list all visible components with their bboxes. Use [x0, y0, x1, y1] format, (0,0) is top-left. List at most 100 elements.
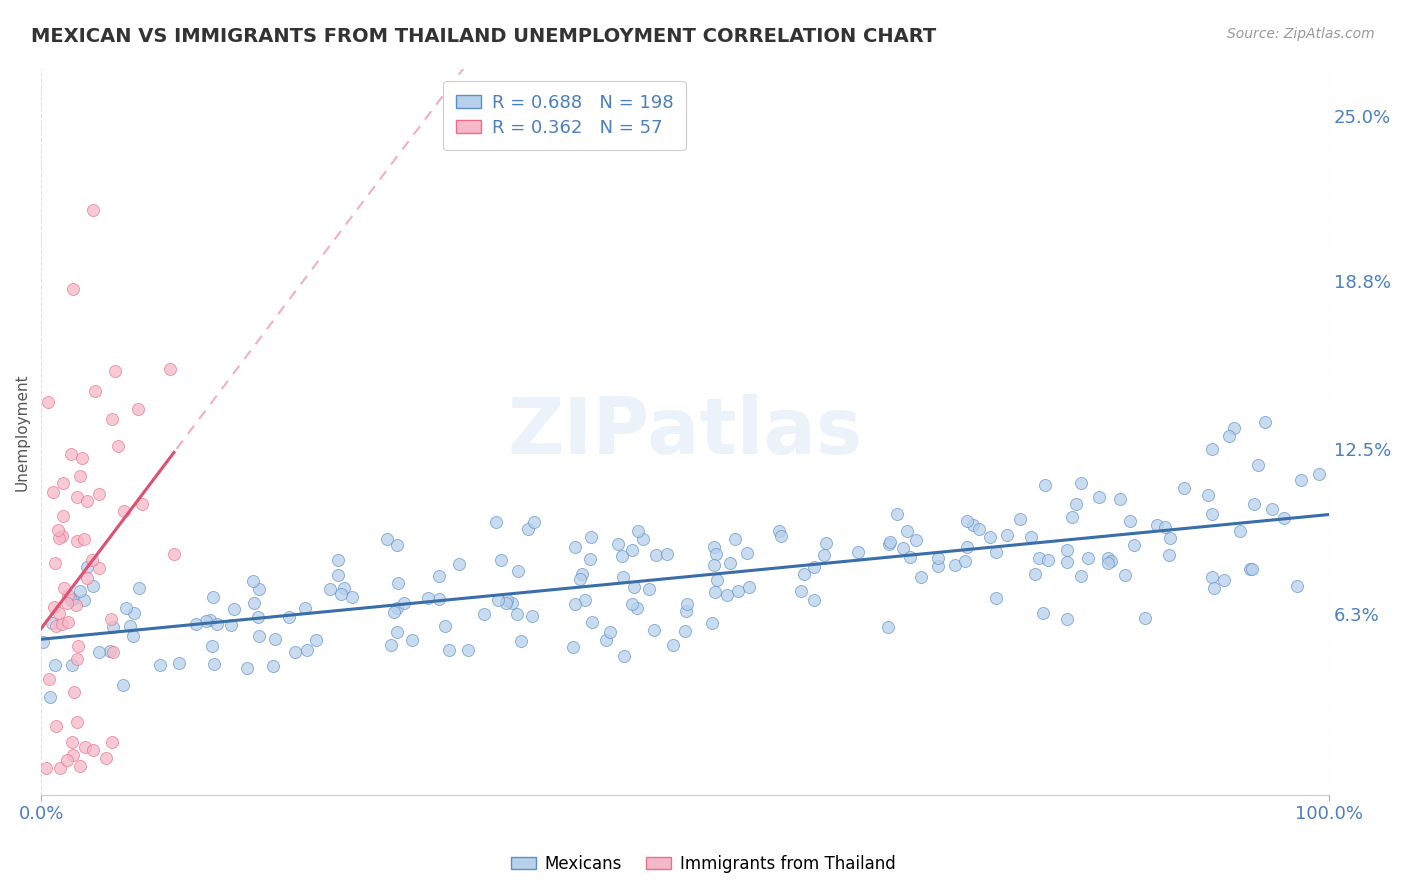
Point [1159, 531, 1181, 545]
Point [896, 524, 918, 538]
Point [1213, 573, 1236, 587]
Point [69, 468, 91, 483]
Point [101, 620, 124, 634]
Point [305, 632, 328, 647]
Point [1056, 542, 1078, 557]
Point [704, 547, 727, 561]
Point [65, 490, 87, 504]
Text: Source: ZipAtlas.com: Source: ZipAtlas.com [1227, 27, 1375, 41]
Point [107, 439, 129, 453]
Point [1308, 467, 1330, 481]
Point [655, 547, 678, 561]
Point [120, 618, 142, 632]
Point [626, 524, 648, 538]
Point [101, 735, 124, 749]
Point [1060, 510, 1083, 524]
Point [457, 643, 479, 657]
Point [768, 524, 790, 539]
Point [485, 515, 508, 529]
Point [76, 571, 98, 585]
Point [633, 532, 655, 546]
Point [37, 394, 59, 409]
Point [32, 634, 55, 648]
Point [249, 629, 271, 643]
Point [39, 690, 62, 705]
Point [703, 540, 725, 554]
Point [898, 550, 921, 565]
Point [904, 533, 927, 548]
Point [246, 610, 269, 624]
Point [447, 557, 470, 571]
Point [427, 569, 450, 583]
Point [1247, 458, 1270, 472]
Point [385, 538, 408, 552]
Point [66, 533, 89, 548]
Point [1173, 481, 1195, 495]
Point [416, 591, 439, 605]
Point [131, 497, 153, 511]
Point [56, 587, 79, 601]
Point [387, 600, 409, 615]
Point [962, 518, 984, 533]
Point [122, 629, 145, 643]
Point [489, 553, 512, 567]
Point [59, 447, 82, 461]
Point [55, 596, 77, 610]
Point [101, 412, 124, 426]
Point [506, 564, 529, 578]
Point [1038, 553, 1060, 567]
Point [638, 582, 661, 597]
Point [472, 607, 495, 622]
Point [704, 585, 727, 599]
Point [294, 601, 316, 615]
Point [44, 557, 66, 571]
Point [48, 606, 70, 620]
Point [1114, 568, 1136, 582]
Point [1035, 478, 1057, 492]
Point [115, 600, 138, 615]
Point [392, 596, 415, 610]
Point [673, 624, 696, 638]
Point [401, 633, 423, 648]
Point [167, 656, 190, 670]
Point [44, 658, 66, 673]
Point [727, 584, 749, 599]
Point [56, 754, 79, 768]
Point [295, 642, 318, 657]
Point [813, 548, 835, 562]
Point [770, 529, 793, 543]
Point [1056, 555, 1078, 569]
Point [326, 568, 349, 582]
Point [202, 657, 225, 672]
Point [263, 658, 285, 673]
Point [927, 550, 949, 565]
Point [579, 530, 602, 544]
Point [876, 620, 898, 634]
Point [1201, 507, 1223, 521]
Point [385, 625, 408, 640]
Point [517, 522, 540, 536]
Point [1201, 570, 1223, 584]
Point [49, 761, 72, 775]
Point [643, 624, 665, 638]
Point [1032, 606, 1054, 620]
Point [703, 558, 725, 573]
Point [803, 560, 825, 574]
Point [65, 598, 87, 612]
Point [607, 536, 630, 550]
Point [66, 652, 89, 666]
Point [83, 384, 105, 399]
Point [76, 559, 98, 574]
Point [127, 402, 149, 417]
Point [790, 583, 813, 598]
Point [574, 592, 596, 607]
Point [42, 485, 65, 500]
Point [163, 547, 186, 561]
Point [879, 537, 901, 551]
Point [51, 529, 73, 543]
Point [1201, 442, 1223, 456]
Point [72, 450, 94, 465]
Point [626, 601, 648, 615]
Point [967, 523, 990, 537]
Point [66, 715, 89, 730]
